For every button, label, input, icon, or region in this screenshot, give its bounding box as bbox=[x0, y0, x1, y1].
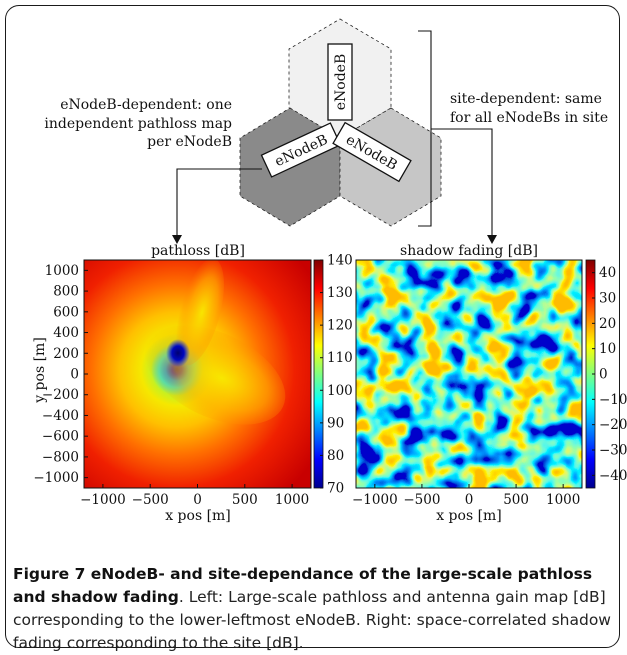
annotation-left-line2: independent pathloss map bbox=[44, 116, 232, 132]
caption-label: Figure 7 eNodeB- and site-dependance of … bbox=[13, 565, 593, 606]
colorbar-tick-label: −40 bbox=[599, 468, 627, 484]
caption-text: . Left: Large-scale pathloss and antenna… bbox=[13, 588, 611, 652]
x-tick-label: −500 bbox=[403, 492, 440, 508]
pathloss-xlabel: x pos [m] bbox=[165, 508, 231, 524]
colorbar-tick-label: 40 bbox=[599, 265, 616, 281]
enodeb-label-top: eNodeB bbox=[327, 43, 353, 121]
annotation-right-line1: site-dependent: same bbox=[450, 91, 602, 107]
colorbar-tick-label: 120 bbox=[327, 318, 353, 334]
pathloss-ylabel: y pos [m] bbox=[32, 337, 48, 404]
pathloss-x-ticks: −1000 −500 0 500 1000 bbox=[80, 484, 309, 508]
y-tick-label: 200 bbox=[53, 346, 79, 362]
shadow-title: shadow fading [dB] bbox=[400, 243, 538, 259]
x-tick-label: 0 bbox=[465, 492, 474, 508]
colorbar-tick-label: −20 bbox=[599, 417, 627, 433]
colorbar-tick-label: 110 bbox=[327, 350, 353, 366]
shadow-colorbar-ticks: 40 30 20 10 0 −10 −20 −30 −40 bbox=[592, 265, 627, 484]
pathloss-colorbar-ticks: 140 130 120 110 100 90 80 70 bbox=[320, 253, 353, 497]
colorbar-tick-label: 70 bbox=[327, 481, 344, 497]
annotation-left-line3: per eNodeB bbox=[147, 134, 232, 150]
y-tick-label: −800 bbox=[42, 449, 79, 465]
colorbar-tick-label: 140 bbox=[327, 253, 353, 269]
x-tick-label: 500 bbox=[503, 492, 529, 508]
y-tick-label: 600 bbox=[53, 304, 79, 320]
x-tick-label: 1000 bbox=[546, 492, 580, 508]
colorbar-tick-label: 100 bbox=[327, 383, 353, 399]
colorbar-tick-label: 80 bbox=[327, 448, 344, 464]
annotation-left-line1: eNodeB-dependent: one bbox=[60, 97, 232, 113]
svg-text:eNodeB: eNodeB bbox=[333, 54, 349, 111]
colorbar-tick-label: 0 bbox=[599, 367, 608, 383]
y-tick-label: 400 bbox=[53, 325, 79, 341]
y-tick-label: 1000 bbox=[45, 263, 79, 279]
x-tick-label: −500 bbox=[132, 492, 169, 508]
shadow-xlabel: x pos [m] bbox=[436, 508, 502, 524]
pathloss-colorbar bbox=[313, 259, 324, 489]
x-tick-label: 0 bbox=[193, 492, 202, 508]
shadow-heatmap bbox=[356, 260, 582, 488]
x-tick-label: −1000 bbox=[80, 492, 126, 508]
x-tick-label: 1000 bbox=[275, 492, 309, 508]
pathloss-heatmap bbox=[84, 260, 311, 488]
colorbar-tick-label: 20 bbox=[599, 316, 616, 332]
y-tick-label: 0 bbox=[70, 367, 79, 383]
pathloss-title: pathloss [dB] bbox=[151, 243, 245, 259]
arrow-site-to-shadow bbox=[431, 128, 497, 244]
y-tick-label: −1000 bbox=[33, 470, 79, 486]
x-tick-label: 500 bbox=[232, 492, 258, 508]
colorbar-tick-label: −30 bbox=[599, 443, 627, 459]
y-tick-label: −400 bbox=[42, 408, 79, 424]
figure-caption: Figure 7 eNodeB- and site-dependance of … bbox=[13, 563, 613, 655]
colorbar-tick-label: −10 bbox=[599, 392, 627, 408]
colorbar-tick-label: 10 bbox=[599, 341, 616, 357]
annotation-right-line2: for all eNodeBs in site bbox=[450, 110, 608, 126]
y-tick-label: 800 bbox=[53, 284, 79, 300]
figure-canvas: eNodeB eNodeB eNodeB eNodeB-dependent: o… bbox=[32, 18, 627, 524]
pathloss-y-ticks: 1000 800 600 400 200 0 −200 −400 −600 −800 −1000 bbox=[33, 263, 88, 486]
x-tick-label: −1000 bbox=[352, 492, 398, 508]
shadow-x-ticks: −1000 −500 0 500 1000 bbox=[352, 484, 580, 508]
colorbar-tick-label: 30 bbox=[599, 291, 616, 307]
colorbar-tick-label: 90 bbox=[327, 415, 344, 431]
y-tick-label: −200 bbox=[42, 387, 79, 403]
colorbar-tick-label: 130 bbox=[327, 285, 353, 301]
y-tick-label: −600 bbox=[42, 429, 79, 445]
arrow-eNodeB-to-pathloss bbox=[172, 168, 262, 244]
